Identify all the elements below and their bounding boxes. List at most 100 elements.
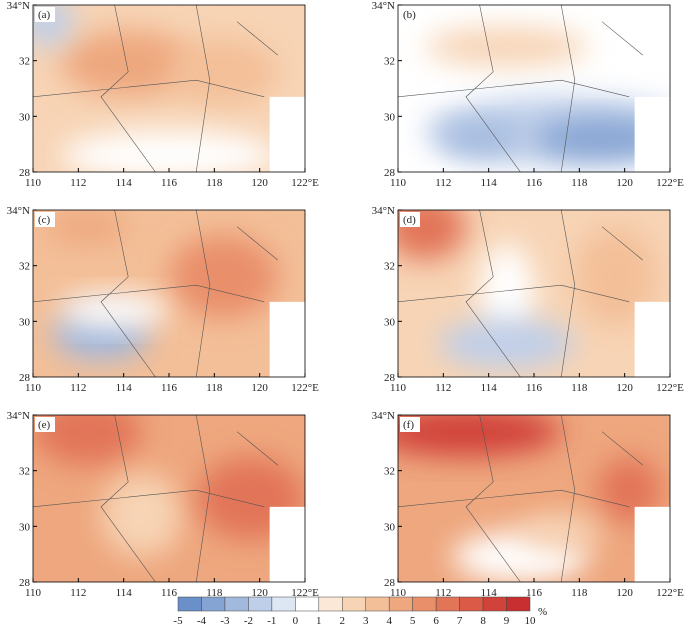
colorbar-swatch xyxy=(342,596,366,612)
x-tick-label: 118 xyxy=(571,177,588,189)
x-tick-label: 116 xyxy=(161,382,178,394)
colorbar-tick-label: 9 xyxy=(504,615,510,627)
x-tick-label: 122°E xyxy=(656,382,684,394)
x-tick-label: 112 xyxy=(435,587,451,599)
x-tick-label: 114 xyxy=(116,177,133,189)
colorbar: -5 -4 -3 -2 -1 0 1 2 3 4 5 6 7 8 9 10% xyxy=(173,596,547,627)
y-tick-label: 34°N xyxy=(372,205,395,217)
x-tick-label: 114 xyxy=(481,177,498,189)
x-tick-label: 118 xyxy=(571,382,588,394)
x-tick-label: 114 xyxy=(116,587,133,599)
x-tick-label: 110 xyxy=(390,587,407,599)
x-tick-label: 118 xyxy=(206,382,223,394)
colorbar-swatch xyxy=(177,596,202,612)
x-tick-label: 120 xyxy=(616,587,633,599)
map-panel: (a) 110 112 114 116 118 120 122°E 28 30 32 34°N xyxy=(7,0,319,189)
colorbar-swatch xyxy=(224,596,249,612)
colorbar-swatch xyxy=(388,596,413,612)
y-tick-label: 30 xyxy=(19,111,31,123)
province-border xyxy=(33,415,278,582)
label-box xyxy=(400,417,420,432)
x-tick-label: 118 xyxy=(206,177,223,189)
x-tick-label: 118 xyxy=(206,587,223,599)
colorbar-tick-label: 10 xyxy=(525,615,537,627)
contour-field xyxy=(33,5,305,172)
contour-region xyxy=(60,293,169,327)
contour-region xyxy=(574,226,657,327)
colorbar-tick-label: 3 xyxy=(363,615,369,627)
contour-field xyxy=(33,210,305,377)
contour-field xyxy=(398,5,670,172)
colorbar-swatch xyxy=(201,596,226,612)
sea xyxy=(269,301,305,377)
x-tick-label: 114 xyxy=(481,587,498,599)
y-tick-label: 34°N xyxy=(7,410,30,422)
x-tick-label: 116 xyxy=(526,587,543,599)
x-tick-label: 110 xyxy=(25,382,42,394)
colorbar-tick-label: -5 xyxy=(173,615,183,627)
label-box xyxy=(400,7,420,22)
colorbar-swatch xyxy=(248,596,273,612)
panel-label: (b) xyxy=(403,9,416,21)
x-tick-label: 120 xyxy=(616,177,633,189)
contour-region xyxy=(596,456,662,524)
map-panel: (b) 110 112 114 116 118 120 122°E 28 30 32 34°N xyxy=(372,0,684,189)
y-tick-label: 30 xyxy=(384,111,396,123)
sea xyxy=(634,301,670,377)
sea xyxy=(269,96,305,172)
y-tick-label: 34°N xyxy=(372,410,395,422)
label-box xyxy=(35,7,55,22)
colorbar-swatch xyxy=(435,596,460,612)
y-tick-label: 32 xyxy=(19,56,30,68)
label-box xyxy=(35,212,55,227)
province-border xyxy=(398,415,643,582)
colorbar-swatch xyxy=(318,596,343,612)
panel-label: (d) xyxy=(403,214,416,226)
colorbar-tick-label: -1 xyxy=(267,615,276,627)
x-tick-label: 110 xyxy=(25,587,42,599)
colorbar-tick-label: 1 xyxy=(316,615,322,627)
x-tick-label: 112 xyxy=(435,382,451,394)
x-tick-label: 110 xyxy=(390,177,407,189)
panel-label: (f) xyxy=(403,419,414,431)
colorbar-tick-label: 5 xyxy=(410,615,416,627)
colorbar-tick-label: 6 xyxy=(433,615,439,627)
contour-region xyxy=(46,210,129,244)
y-tick-label: 34°N xyxy=(7,0,30,12)
x-tick-label: 116 xyxy=(161,587,178,599)
label-box xyxy=(35,417,55,432)
province-border xyxy=(33,210,278,377)
x-tick-label: 112 xyxy=(70,177,86,189)
colorbar-tick-label: 8 xyxy=(480,615,486,627)
contour-region xyxy=(169,235,278,319)
y-tick-label: 32 xyxy=(384,56,395,68)
panel-label: (e) xyxy=(38,419,51,431)
contour-region xyxy=(425,26,589,67)
x-tick-label: 116 xyxy=(526,177,543,189)
x-tick-label: 122°E xyxy=(656,177,684,189)
colorbar-tick-label: -3 xyxy=(220,615,230,627)
x-tick-label: 112 xyxy=(70,587,86,599)
x-tick-label: 122°E xyxy=(291,587,319,599)
x-tick-label: 122°E xyxy=(291,177,319,189)
map-panel: (d) 110 112 114 116 118 120 122°E 28 30 32 34°N xyxy=(372,205,684,394)
y-tick-label: 32 xyxy=(19,466,30,478)
contour-region xyxy=(479,243,534,344)
label-box xyxy=(400,212,420,227)
colorbar-swatch xyxy=(412,596,437,612)
colorbar-swatch xyxy=(365,596,390,612)
map-panel: (f) 110 112 114 116 118 120 122°E 28 30 32 34°N xyxy=(372,410,684,599)
y-tick-label: 30 xyxy=(384,521,396,533)
contour-field xyxy=(398,210,670,377)
contour-field xyxy=(398,415,670,582)
x-tick-label: 112 xyxy=(435,177,451,189)
y-tick-label: 30 xyxy=(384,316,396,328)
colorbar-swatch xyxy=(506,596,531,612)
contour-region xyxy=(398,210,466,261)
colorbar-tick-label: -2 xyxy=(244,615,253,627)
x-tick-label: 116 xyxy=(161,177,178,189)
x-tick-label: 116 xyxy=(526,382,543,394)
panel-label: (a) xyxy=(38,9,51,21)
colorbar-swatch xyxy=(459,596,484,612)
